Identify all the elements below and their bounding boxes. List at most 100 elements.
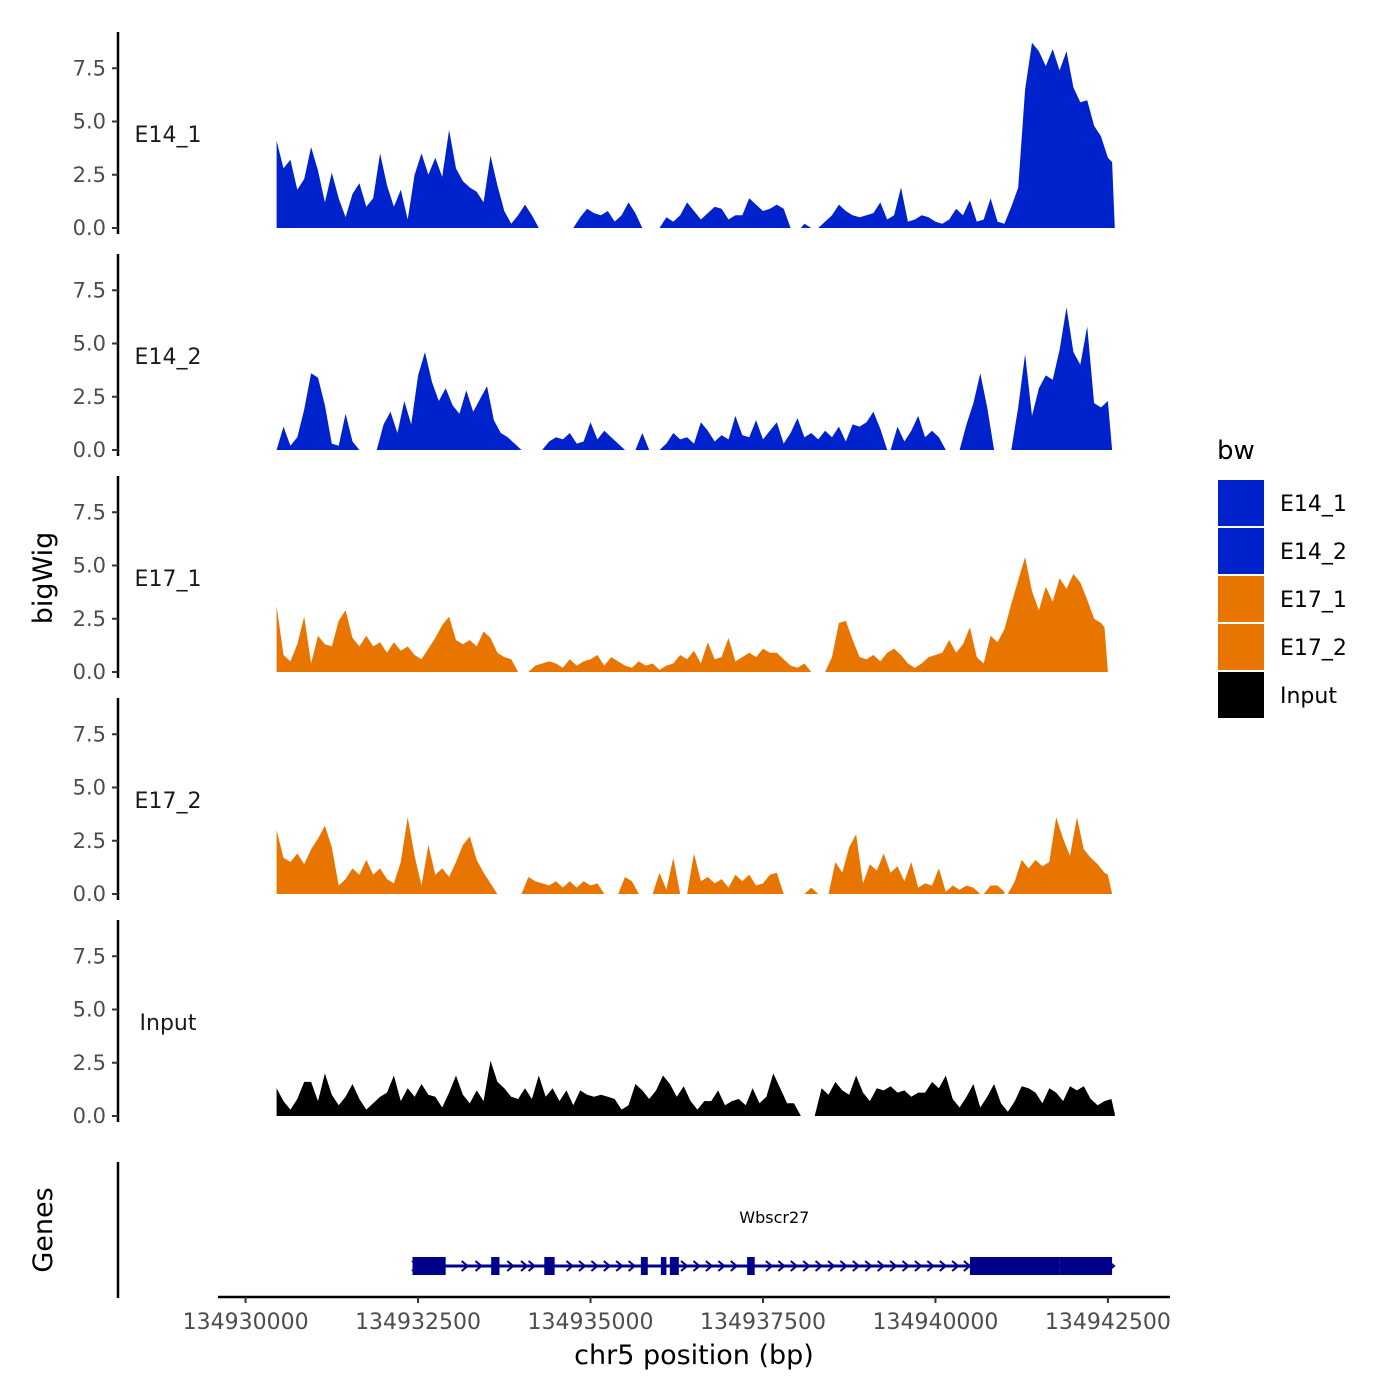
legend-title: bw <box>1217 436 1255 466</box>
gene-strand-arrow-29 <box>914 1260 923 1272</box>
area-e14-2-segment-6 <box>959 373 995 450</box>
y-tick-label-input-1: 2.5 <box>73 1051 106 1075</box>
y-tick-label-e17-2-2: 5.0 <box>73 776 106 800</box>
track-label-input: Input <box>140 1011 197 1036</box>
y-tick-label-e14-1-2: 5.0 <box>73 110 106 134</box>
area-e17-2-segment-4 <box>687 853 784 894</box>
area-e17-2-segment-3 <box>652 857 681 894</box>
gene-strand-arrow-1 <box>461 1260 470 1272</box>
gene-strand-arrow-25 <box>864 1260 873 1272</box>
track-label-e14-2: E14_2 <box>135 345 202 370</box>
y-tick-label-e17-2-1: 2.5 <box>73 829 106 853</box>
gene-strand-arrow-7 <box>578 1260 587 1272</box>
area-e14-2-segment-4 <box>659 411 888 450</box>
area-input-segment-0 <box>276 1060 801 1116</box>
gene-strand-arrow-5 <box>527 1260 537 1272</box>
gene-strand-arrow-12 <box>680 1260 689 1272</box>
y-axis-title: bigWig <box>28 532 59 625</box>
y-tick-label-e17-2-3: 7.5 <box>73 722 106 746</box>
gene-strand-arrow-17 <box>765 1260 774 1272</box>
gene-strand-arrow-24 <box>852 1260 861 1272</box>
gene-strand-arrow-18 <box>777 1260 786 1272</box>
gene-name-label: Wbscr27 <box>739 1208 809 1227</box>
area-e14-1-segment-1 <box>573 202 643 228</box>
x-tick-label-2: 134935000 <box>528 1310 654 1335</box>
gene-strand-arrow-23 <box>839 1260 848 1272</box>
track-label-e17-1: E17_1 <box>135 567 202 592</box>
area-e14-2-segment-5 <box>890 415 946 450</box>
y-tick-label-e14-2-0: 0.0 <box>73 438 106 462</box>
track-panels: 0.0 2.5 5.0 7.5 E14_1 0.0 2.5 5.0 7.5 E14_2 0.0 2.5… <box>73 32 1115 1128</box>
panel-e17-2: 0.0 2.5 5.0 7.5 E17_2 <box>73 698 1113 906</box>
area-e17-2-segment-0 <box>276 817 498 894</box>
gene-strand-arrow-4 <box>520 1260 529 1272</box>
gene-track: Wbscr27 <box>116 1162 1116 1298</box>
area-e17-2-segment-6 <box>828 834 981 894</box>
track-label-e14-1: E14_1 <box>135 123 202 148</box>
gene-strand-arrow-26 <box>877 1260 886 1272</box>
legend-swatch-input <box>1218 672 1264 718</box>
area-e17-2-segment-2 <box>618 877 639 894</box>
gene-strand-arrow-2 <box>474 1260 484 1272</box>
gene-strand-arrow-8 <box>590 1260 599 1272</box>
area-e14-1-segment-4 <box>818 42 1115 229</box>
gene-exon-0 <box>412 1257 446 1275</box>
y-tick-label-e14-1-0: 0.0 <box>73 216 106 240</box>
track-label-e17-2: E17_2 <box>135 789 202 814</box>
area-e17-1-segment-2 <box>825 557 1108 672</box>
y-tick-label-input-2: 5.0 <box>73 998 106 1022</box>
panel-e14-2: 0.0 2.5 5.0 7.5 E14_2 <box>73 254 1113 462</box>
legend-label-e14-1: E14_1 <box>1280 492 1347 517</box>
y-tick-label-e14-1-1: 2.5 <box>73 163 106 187</box>
legend-swatch-e14-2 <box>1218 528 1264 574</box>
legend-label-input: Input <box>1280 684 1337 709</box>
gene-exon-4 <box>660 1257 667 1275</box>
legend-label-e14-2: E14_2 <box>1280 540 1347 565</box>
y-tick-label-input-3: 7.5 <box>73 944 106 968</box>
y-tick-label-e14-2-2: 5.0 <box>73 332 106 356</box>
gene-strand-arrow-31 <box>939 1260 948 1272</box>
gene-exon-6 <box>747 1257 755 1275</box>
x-axis: 134930000 134932500 134935000 134937500 1349… <box>183 1295 1171 1335</box>
area-input-segment-1 <box>814 1075 1115 1116</box>
gene-strand-arrow-13 <box>692 1260 702 1272</box>
area-e14-2-segment-0 <box>276 373 360 450</box>
panel-e17-1: 0.0 2.5 5.0 7.5 E17_1 <box>73 476 1108 684</box>
gene-strand-arrow-28 <box>901 1260 911 1272</box>
area-e17-2-segment-5 <box>804 887 819 894</box>
gene-strand-arrow-11 <box>627 1260 637 1272</box>
legend-swatch-e17-1 <box>1218 576 1264 622</box>
y-tick-label-e14-1-3: 7.5 <box>73 56 106 80</box>
legend-swatch-e17-2 <box>1218 624 1264 670</box>
gene-strand-arrow-20 <box>802 1260 811 1272</box>
area-e14-1-segment-3 <box>800 223 812 228</box>
y-tick-label-e17-1-3: 7.5 <box>73 500 106 524</box>
area-e17-2-segment-7 <box>983 885 1005 894</box>
x-tick-label-4: 134940000 <box>872 1310 998 1335</box>
gene-strand-arrow-22 <box>827 1260 836 1272</box>
gene-strand-arrow-33 <box>963 1260 972 1272</box>
legend-label-e17-2: E17_2 <box>1280 636 1347 661</box>
y-tick-label-e14-2-3: 7.5 <box>73 278 106 302</box>
x-tick-label-3: 134937500 <box>700 1310 826 1335</box>
x-tick-label-0: 134930000 <box>183 1310 309 1335</box>
gene-exon-2 <box>544 1257 555 1275</box>
area-e14-2-segment-2 <box>542 422 625 450</box>
x-tick-label-1: 134932500 <box>355 1310 481 1335</box>
gene-strand-arrow-16 <box>730 1260 739 1272</box>
gene-strand-arrow-15 <box>717 1260 726 1272</box>
gene-strand-arrow-10 <box>615 1260 624 1272</box>
genes-axis-title: Genes <box>28 1187 59 1272</box>
legend-label-e17-1: E17_1 <box>1280 588 1347 613</box>
gene-strand-arrow-21 <box>814 1260 824 1272</box>
gene-strand-arrow-0 <box>411 1260 420 1272</box>
gene-strand-arrow-19 <box>790 1260 799 1272</box>
gene-strand-arrow-34 <box>1107 1260 1116 1272</box>
area-e14-1-segment-0 <box>276 130 539 228</box>
gene-strand-arrow-30 <box>926 1260 935 1272</box>
panel-input: 0.0 2.5 5.0 7.5 Input <box>73 920 1115 1128</box>
x-axis-title: chr5 position (bp) <box>574 1340 814 1371</box>
panel-e14-1: 0.0 2.5 5.0 7.5 E14_1 <box>73 32 1115 240</box>
gene-strand-arrow-14 <box>705 1260 714 1272</box>
